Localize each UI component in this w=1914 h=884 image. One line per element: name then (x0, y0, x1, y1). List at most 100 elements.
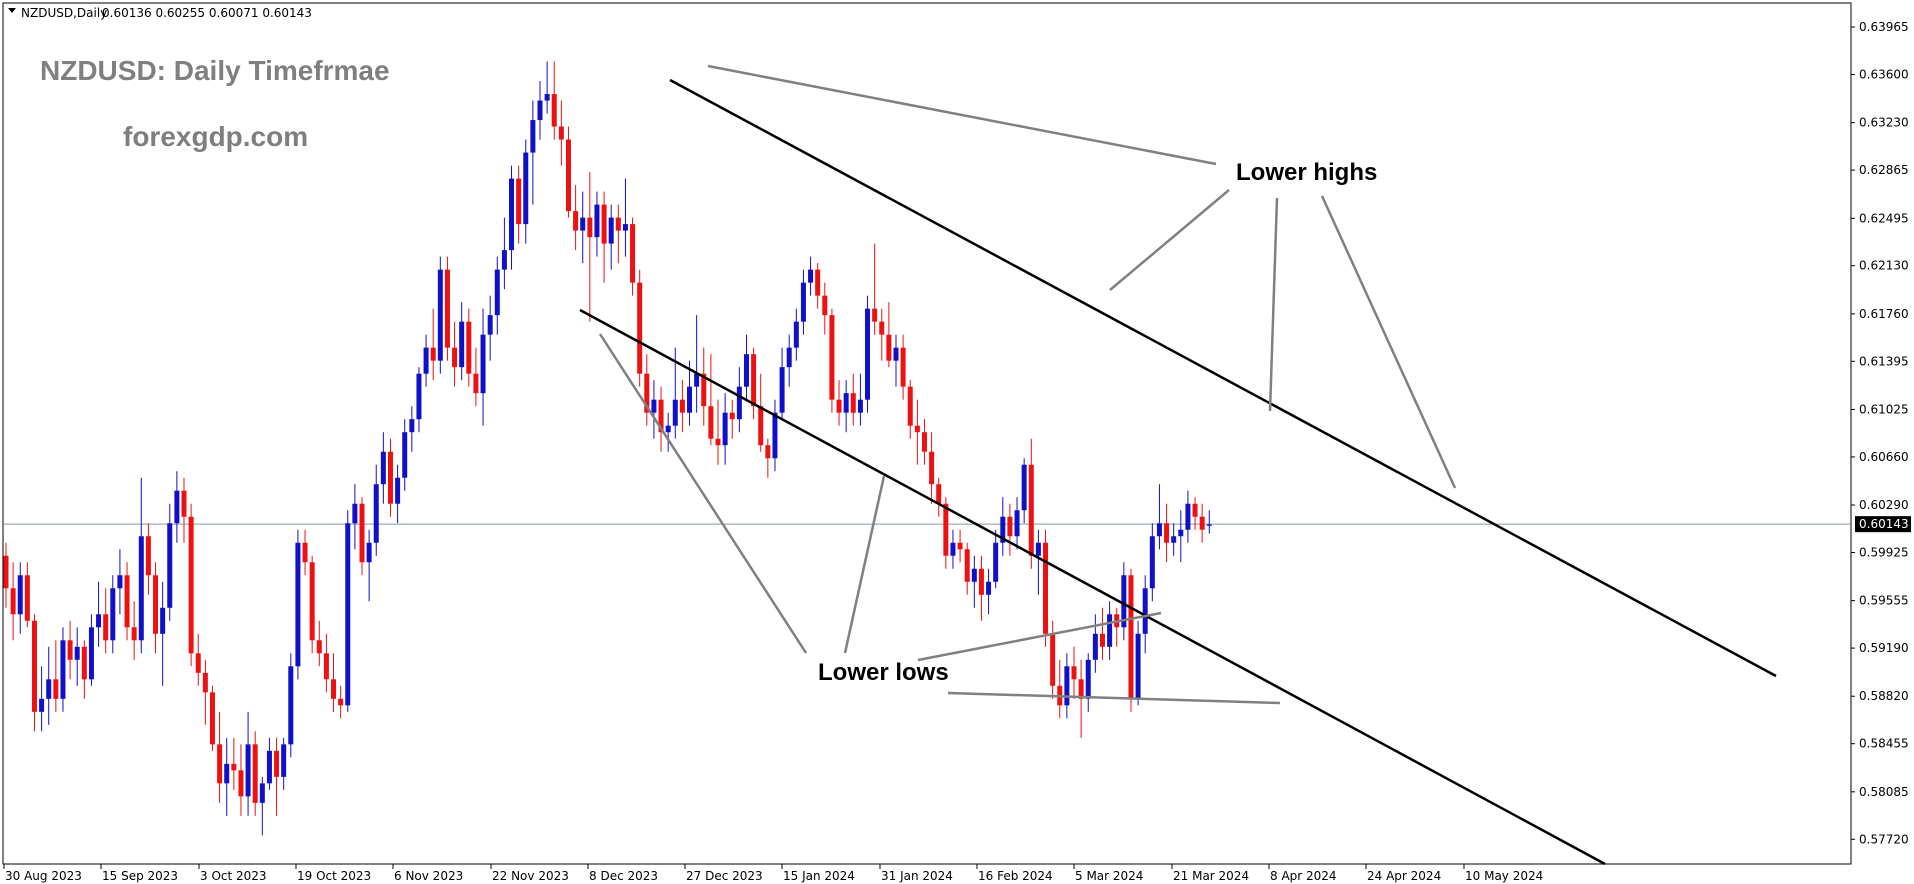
time-axis[interactable]: 30 Aug 2023 15 Sep 2023 3 Oct 2023 19 Oct 2… (3, 864, 1543, 883)
candle-body (936, 484, 942, 504)
candle-body (338, 698, 344, 706)
candle (665, 412, 671, 452)
candle-body (302, 542, 308, 563)
pointer-low-1 (598, 333, 808, 654)
candle (729, 399, 735, 439)
candle (74, 627, 80, 686)
candle (195, 633, 201, 686)
candle (117, 549, 123, 615)
candle (630, 217, 636, 296)
candle-body (323, 653, 329, 680)
candle-body (1035, 542, 1041, 556)
candle (1000, 497, 1006, 556)
candle (886, 302, 892, 368)
candle-body (224, 763, 230, 784)
candle-body (708, 406, 714, 439)
candle-body (715, 438, 721, 446)
time-tick-label: 22 Nov 2023 (492, 869, 569, 883)
candle (395, 464, 401, 524)
candle-body (751, 354, 757, 407)
candles-group (3, 61, 1212, 836)
candle (110, 575, 116, 654)
candle (24, 562, 30, 628)
price-tick-label: 0.62865 (1859, 163, 1909, 177)
candle-body (402, 432, 408, 478)
candle-body (174, 490, 180, 524)
price-tick-label: 0.63965 (1859, 20, 1909, 34)
candle (387, 438, 393, 517)
candle-body (530, 120, 536, 153)
candle (160, 581, 166, 686)
candle (537, 81, 543, 140)
candle (1064, 653, 1070, 719)
candle (1092, 614, 1098, 673)
candle-body (103, 614, 109, 641)
candle-body (96, 614, 102, 628)
candle (964, 542, 970, 595)
candle (786, 334, 792, 387)
candle-body (679, 399, 685, 413)
candle-body (587, 217, 593, 238)
candle-body (1021, 464, 1027, 511)
candle (957, 529, 963, 563)
candle-body (1164, 523, 1170, 543)
candle (224, 737, 230, 816)
candle (88, 614, 94, 686)
candle-body (544, 94, 550, 101)
candle-body (124, 575, 130, 628)
channel-lower-line[interactable] (579, 308, 1606, 866)
candle (1192, 497, 1198, 530)
candle (1171, 523, 1177, 556)
plot-frame (2, 2, 1852, 865)
candle (1021, 458, 1027, 524)
candle-body (850, 393, 856, 413)
candle (409, 406, 415, 452)
current-price-tag-text: 0.60143 (1859, 517, 1909, 531)
candle-body (1142, 588, 1148, 634)
candle-body (259, 783, 265, 803)
candle-body (608, 217, 614, 244)
candle-body (274, 750, 280, 777)
time-tick-label: 21 Mar 2024 (1173, 869, 1249, 883)
candle (872, 243, 878, 335)
candle (416, 367, 422, 433)
candle-body (986, 581, 992, 595)
candle (836, 380, 842, 426)
candle-body (288, 666, 294, 745)
candle (921, 419, 927, 465)
candle (138, 477, 144, 654)
symbol-label: NZDUSD,Daily (21, 6, 107, 20)
watermark-site: forexgdp.com (123, 121, 308, 152)
candle (587, 172, 593, 322)
candle-body (886, 334, 892, 361)
candle-body (209, 692, 215, 745)
candle-body (800, 282, 806, 322)
candle-body (786, 347, 792, 368)
candle-body (1178, 529, 1184, 537)
candle-body (509, 178, 515, 251)
price-tick-label: 0.58455 (1859, 737, 1909, 751)
candle-body (921, 432, 927, 452)
candle (473, 347, 479, 407)
price-axis[interactable]: 0.63965 0.63600 0.63230 0.62865 0.62495 0.621… (1851, 20, 1909, 846)
candle (1007, 503, 1013, 556)
candle (316, 620, 322, 667)
candle (879, 308, 885, 361)
collapse-triangle-icon[interactable] (8, 8, 16, 13)
candle (1043, 529, 1049, 647)
candle-body (822, 295, 828, 316)
candle-body (202, 672, 208, 693)
time-tick-label: 15 Sep 2023 (102, 869, 178, 883)
candle-body (1128, 575, 1134, 699)
candle-body (558, 126, 564, 140)
candle-body (1000, 516, 1006, 543)
candle (1099, 607, 1105, 660)
price-tick-label: 0.61760 (1859, 307, 1909, 321)
channel-upper-line[interactable] (669, 78, 1777, 678)
candle (1185, 490, 1191, 543)
candle (3, 542, 9, 608)
candle (608, 204, 614, 270)
candle-body (872, 308, 878, 322)
candle (679, 380, 685, 433)
